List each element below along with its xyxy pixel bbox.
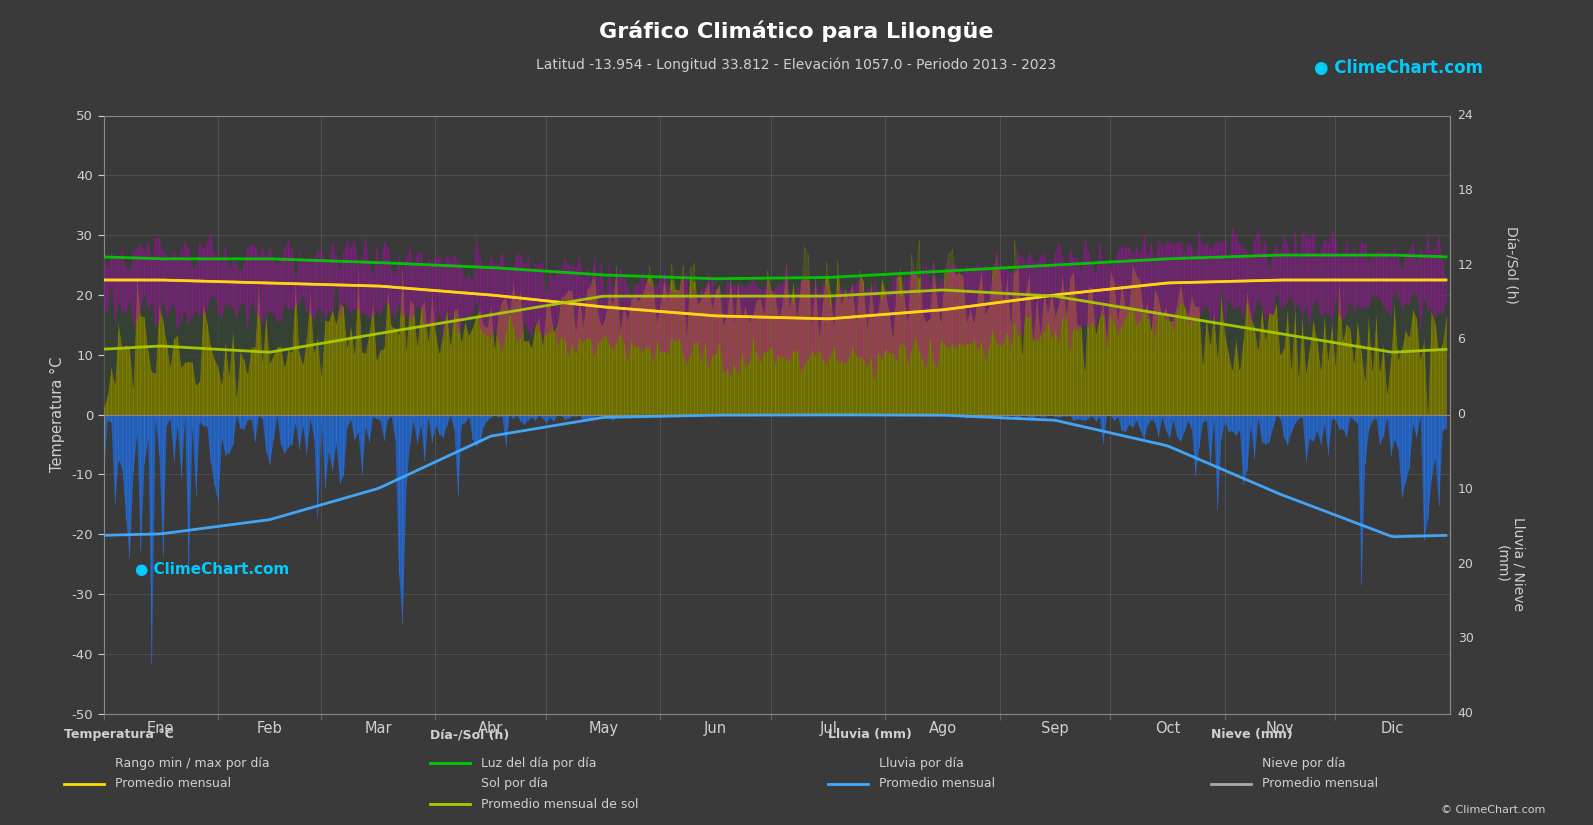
Text: ● ClimeChart.com: ● ClimeChart.com xyxy=(135,562,290,577)
Text: 30: 30 xyxy=(1458,632,1474,645)
Text: © ClimeChart.com: © ClimeChart.com xyxy=(1440,805,1545,815)
Text: Temperatura °C: Temperatura °C xyxy=(64,728,174,742)
Text: 10: 10 xyxy=(1458,483,1474,496)
Text: Luz del día por día: Luz del día por día xyxy=(481,757,597,770)
Text: Lluvia por día: Lluvia por día xyxy=(879,757,964,770)
Text: Latitud -13.954 - Longitud 33.812 - Elevación 1057.0 - Periodo 2013 - 2023: Latitud -13.954 - Longitud 33.812 - Elev… xyxy=(537,58,1056,73)
Text: 24: 24 xyxy=(1458,109,1474,122)
Text: Promedio mensual de sol: Promedio mensual de sol xyxy=(481,798,639,811)
Text: 40: 40 xyxy=(1458,707,1474,720)
Text: Promedio mensual: Promedio mensual xyxy=(115,777,231,790)
Text: Lluvia (mm): Lluvia (mm) xyxy=(828,728,913,742)
Text: Nieve por día: Nieve por día xyxy=(1262,757,1344,770)
Text: Promedio mensual: Promedio mensual xyxy=(1262,777,1378,790)
Text: 6: 6 xyxy=(1458,333,1466,346)
Text: Día-/Sol (h): Día-/Sol (h) xyxy=(430,728,510,742)
Text: ● ClimeChart.com: ● ClimeChart.com xyxy=(1314,59,1483,77)
Text: Lluvia / Nieve
(mm): Lluvia / Nieve (mm) xyxy=(1496,517,1525,611)
Text: Día-/Sol (h): Día-/Sol (h) xyxy=(1504,226,1517,304)
Text: Promedio mensual: Promedio mensual xyxy=(879,777,996,790)
Text: Rango min / max por día: Rango min / max por día xyxy=(115,757,269,770)
Text: 12: 12 xyxy=(1458,258,1474,271)
Text: 18: 18 xyxy=(1458,184,1474,197)
Text: 0: 0 xyxy=(1458,408,1466,421)
Text: Gráfico Climático para Lilongüe: Gráfico Climático para Lilongüe xyxy=(599,21,994,42)
Y-axis label: Temperatura °C: Temperatura °C xyxy=(49,356,65,472)
Text: Nieve (mm): Nieve (mm) xyxy=(1211,728,1292,742)
Text: 20: 20 xyxy=(1458,558,1474,571)
Text: Sol por día: Sol por día xyxy=(481,777,548,790)
